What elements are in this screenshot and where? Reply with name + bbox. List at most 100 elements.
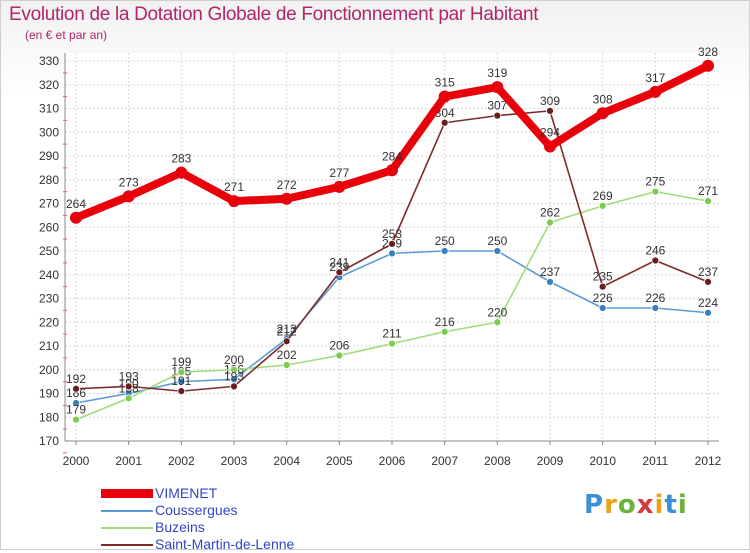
data-label-coussergues: 250 xyxy=(435,234,455,248)
data-point-saint-martin-de-lenne xyxy=(124,382,133,391)
data-point-buzeins xyxy=(651,187,660,196)
data-point-buzeins xyxy=(546,218,554,227)
data-point-vimenet xyxy=(228,195,240,208)
legend-item-coussergues: Coussergues xyxy=(101,502,361,519)
data-point-saint-martin-de-lenne xyxy=(598,282,607,291)
y-tick-label: 240 xyxy=(39,268,59,282)
data-label-saint-martin-de-lenne: 309 xyxy=(540,94,560,108)
data-point-coussergues xyxy=(598,304,607,312)
data-point-buzeins xyxy=(598,201,607,210)
data-point-saint-martin-de-lenne xyxy=(230,382,238,391)
data-label-vimenet: 294 xyxy=(540,126,560,140)
logo-letter: r xyxy=(604,490,618,520)
data-point-buzeins xyxy=(335,351,344,360)
data-label-saint-martin-de-lenne: 246 xyxy=(645,244,665,258)
data-point-saint-martin-de-lenne xyxy=(440,118,449,127)
data-label-vimenet: 284 xyxy=(382,149,402,163)
y-tick-label: 260 xyxy=(39,220,59,234)
chart-legend: VIMENET Coussergues Buzeins Saint-Martin-de… xyxy=(101,485,361,553)
data-label-coussergues: 213 xyxy=(277,322,297,336)
y-tick-label: 170 xyxy=(39,434,59,448)
data-label-buzeins: 206 xyxy=(329,339,349,353)
data-label-vimenet: 328 xyxy=(698,45,718,59)
data-label-saint-martin-de-lenne: 193 xyxy=(224,369,244,383)
legend-swatch-coussergues xyxy=(101,510,153,512)
data-label-saint-martin-de-lenne: 253 xyxy=(382,227,402,241)
data-label-buzeins: 271 xyxy=(698,184,718,198)
data-point-coussergues xyxy=(177,377,186,386)
x-tick-label: 2004 xyxy=(273,454,300,468)
data-label-saint-martin-de-lenne: 307 xyxy=(487,99,507,113)
data-label-vimenet: 283 xyxy=(171,152,191,166)
x-tick-label: 2009 xyxy=(537,454,564,468)
y-tick-label: 230 xyxy=(39,292,59,306)
data-point-coussergues xyxy=(546,277,554,286)
data-point-saint-martin-de-lenne xyxy=(388,239,396,248)
data-point-coussergues xyxy=(72,399,80,407)
y-tick-label: 320 xyxy=(39,78,59,92)
data-point-vimenet xyxy=(122,190,135,203)
data-label-coussergues: 237 xyxy=(540,265,560,279)
legend-label-saint-martin-de-lenne: Saint-Martin-de-Lenne xyxy=(155,536,295,552)
legend-item-vimenet: VIMENET xyxy=(101,485,361,502)
y-tick-label: 280 xyxy=(39,173,59,187)
data-label-coussergues: 226 xyxy=(645,291,665,305)
legend-swatch-saint-martin-de-lenne xyxy=(101,544,153,546)
data-point-vimenet xyxy=(386,164,398,177)
legend-item-saint-martin-de-lenne: Saint-Martin-de-Lenne xyxy=(101,536,361,553)
data-label-buzeins: 216 xyxy=(435,315,455,329)
data-point-vimenet xyxy=(491,81,504,94)
y-tick-label: 310 xyxy=(39,102,59,116)
data-point-buzeins xyxy=(493,318,502,327)
data-label-buzeins: 262 xyxy=(540,206,560,220)
data-label-saint-martin-de-lenne: 212 xyxy=(277,324,297,338)
data-label-coussergues: 250 xyxy=(487,234,507,248)
legend-swatch-buzeins xyxy=(101,527,153,529)
legend-swatch-vimenet xyxy=(101,489,153,498)
data-point-buzeins xyxy=(440,327,449,336)
logo-letter: x xyxy=(636,490,655,520)
y-tick-label: 270 xyxy=(39,197,59,211)
data-point-vimenet xyxy=(175,166,188,179)
data-label-buzeins: 200 xyxy=(224,353,244,367)
data-label-saint-martin-de-lenne: 235 xyxy=(593,270,613,284)
data-label-vimenet: 319 xyxy=(487,66,507,80)
legend-label-vimenet: VIMENET xyxy=(155,485,218,501)
data-point-saint-martin-de-lenne xyxy=(177,387,186,396)
data-label-saint-martin-de-lenne: 193 xyxy=(119,369,139,383)
data-point-buzeins xyxy=(72,415,80,424)
proxiti-logo: Proxiti xyxy=(584,490,688,520)
data-label-coussergues: 226 xyxy=(593,291,613,305)
data-point-saint-martin-de-lenne xyxy=(704,277,712,286)
data-point-saint-martin-de-lenne xyxy=(546,106,554,115)
y-tick-label: 330 xyxy=(39,54,59,68)
data-point-buzeins xyxy=(177,368,186,377)
y-tick-label: 250 xyxy=(39,244,59,258)
data-point-vimenet xyxy=(702,59,714,72)
logo-letter: P xyxy=(584,490,605,520)
y-tick-label: 190 xyxy=(39,387,59,401)
data-point-coussergues xyxy=(651,304,660,312)
y-tick-label: 300 xyxy=(39,125,59,139)
data-label-buzeins: 202 xyxy=(277,348,297,362)
y-tick-label: 290 xyxy=(39,149,59,163)
data-label-vimenet: 315 xyxy=(435,76,455,90)
data-point-vimenet xyxy=(438,90,451,103)
legend-item-buzeins: Buzeins xyxy=(101,519,361,536)
x-tick-label: 2011 xyxy=(642,454,668,468)
data-point-coussergues xyxy=(704,308,712,317)
data-point-saint-martin-de-lenne xyxy=(493,111,502,120)
logo-letter: t xyxy=(664,490,678,520)
data-label-coussergues: 239 xyxy=(329,260,349,274)
data-point-coussergues xyxy=(440,247,449,255)
data-label-coussergues: 186 xyxy=(66,386,86,400)
data-point-buzeins xyxy=(388,339,396,348)
logo-letter: i xyxy=(654,490,665,520)
data-label-buzeins: 199 xyxy=(171,355,191,369)
data-point-vimenet xyxy=(596,107,609,120)
data-label-buzeins: 179 xyxy=(66,403,86,417)
data-label-saint-martin-de-lenne: 191 xyxy=(171,374,191,388)
y-tick-label: 220 xyxy=(39,315,59,329)
x-tick-label: 2012 xyxy=(695,454,722,468)
